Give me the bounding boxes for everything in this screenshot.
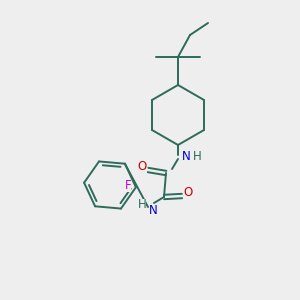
Text: F: F <box>124 179 131 192</box>
Text: H: H <box>138 199 146 212</box>
Text: O: O <box>183 187 193 200</box>
Text: O: O <box>137 160 147 173</box>
Text: H: H <box>193 151 201 164</box>
Text: N: N <box>148 205 158 218</box>
Text: N: N <box>182 151 190 164</box>
